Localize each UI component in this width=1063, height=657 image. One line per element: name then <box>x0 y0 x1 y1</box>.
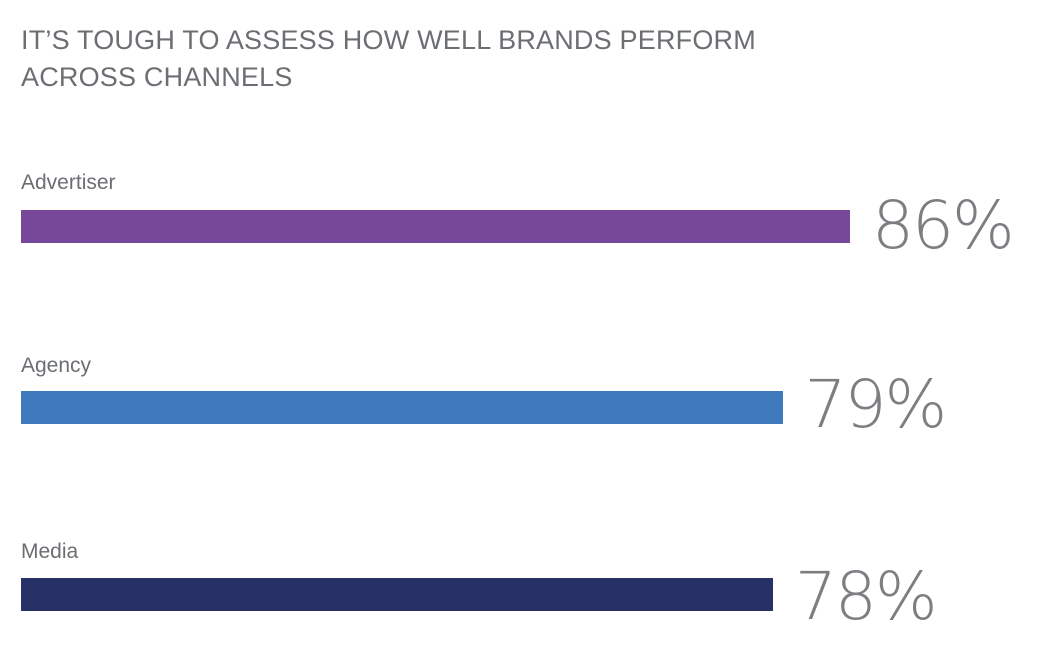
bar-agency <box>21 391 783 424</box>
chart-title-line-1: IT’S TOUGH TO ASSESS HOW WELL BRANDS PER… <box>21 25 756 55</box>
value-label-media: 78% <box>794 558 938 635</box>
category-label-media: Media <box>21 540 79 563</box>
bar-advertiser <box>21 210 850 243</box>
value-label-agency: 79% <box>804 366 948 443</box>
chart-title: IT’S TOUGH TO ASSESS HOW WELL BRANDS PER… <box>21 22 821 96</box>
value-label-advertiser: 86% <box>872 187 1015 264</box>
category-label-agency: Agency <box>21 354 92 377</box>
bar-media <box>21 578 773 611</box>
category-label-advertiser: Advertiser <box>21 171 116 194</box>
chart-title-line-2: ACROSS CHANNELS <box>21 62 293 92</box>
